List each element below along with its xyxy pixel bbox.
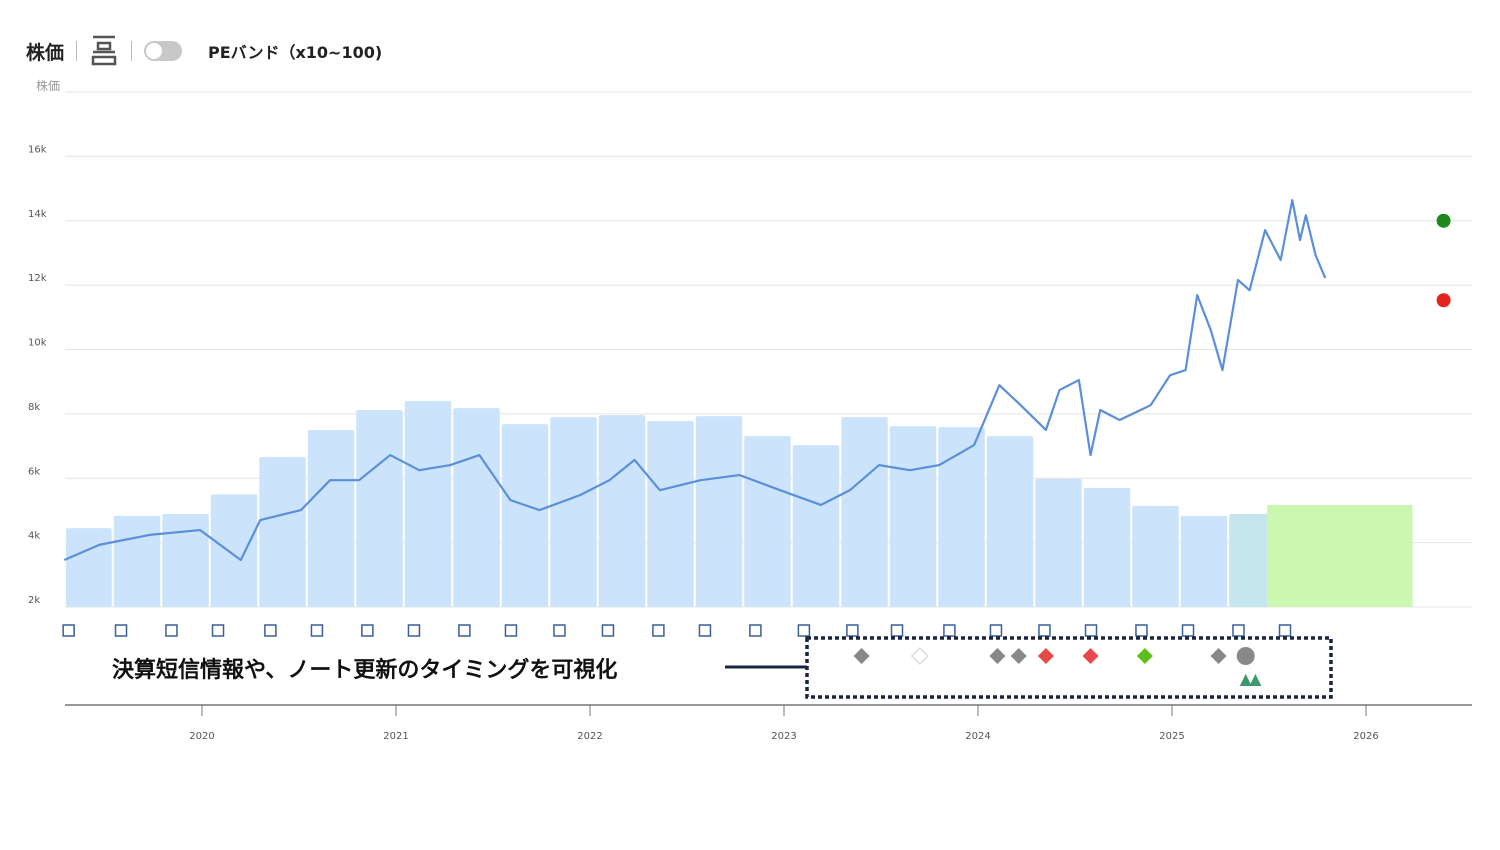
eps-bar — [1132, 505, 1179, 607]
report-marker — [1135, 624, 1148, 637]
forecast-bar — [1267, 504, 1413, 607]
report-marker — [310, 624, 324, 637]
eps-bar — [792, 445, 840, 607]
divider — [131, 41, 133, 61]
report-marker — [797, 624, 811, 637]
x-tick-label: 2024 — [965, 731, 990, 742]
event-diamond-marker — [853, 648, 870, 664]
report-marker — [114, 624, 128, 637]
event-diamond-marker — [1082, 648, 1099, 664]
chart-toolbar: 株価 PEバンド（x10~100) — [26, 34, 383, 68]
report-marker — [1084, 624, 1098, 637]
eps-bar — [113, 515, 161, 607]
event-triangle-marker — [1249, 674, 1262, 686]
divider — [76, 41, 78, 61]
event-diamond-marker — [910, 646, 929, 666]
event-circle-marker — [1236, 647, 1255, 665]
eps-bar — [550, 417, 597, 607]
report-marker — [264, 624, 277, 637]
report-marker — [601, 624, 615, 637]
eps-bar — [744, 436, 791, 607]
y-tick-label: 10k — [28, 338, 47, 349]
y-tick-label: 6k — [28, 466, 40, 477]
chart-title: 株価 — [26, 41, 65, 64]
x-tick-label: 2022 — [577, 731, 602, 742]
y-axis-label: 株価 — [36, 78, 60, 93]
target-price-dot — [1436, 213, 1451, 228]
eps-bar — [695, 416, 743, 607]
eps-bar — [66, 528, 112, 607]
eps-bar — [210, 494, 258, 607]
y-tick-label: 2k — [28, 595, 40, 606]
report-marker — [1232, 624, 1245, 637]
eps-bar — [647, 420, 694, 607]
eps-bar — [841, 417, 888, 607]
report-marker — [62, 624, 75, 637]
eps-bar — [501, 424, 549, 607]
layout-settings-icon[interactable] — [89, 34, 119, 68]
eps-bar — [1035, 478, 1082, 607]
report-marker — [1278, 624, 1292, 637]
report-marker — [652, 624, 665, 637]
eps-bar — [404, 401, 452, 607]
event-diamond-marker — [1210, 648, 1227, 664]
event-diamond-marker — [989, 648, 1006, 664]
x-tick-label: 2021 — [383, 731, 408, 742]
report-marker — [504, 624, 518, 637]
eps-bar — [356, 410, 403, 607]
annotation-text: 決算短信情報や、ノート更新のタイミングを可視化 — [112, 658, 618, 683]
price-line — [63, 199, 1327, 562]
report-marker — [458, 624, 471, 637]
x-tick-label: 2020 — [189, 731, 214, 742]
y-tick-label: 8k — [28, 402, 40, 413]
x-tick-label: 2026 — [1353, 731, 1378, 742]
report-marker — [890, 624, 904, 637]
report-marker — [1038, 624, 1051, 637]
report-marker — [1181, 624, 1195, 637]
eps-bar — [1229, 513, 1276, 607]
y-tick-label: 4k — [28, 531, 40, 542]
event-diamond-marker — [1010, 648, 1027, 664]
report-marker — [553, 624, 566, 637]
y-tick-label: 16k — [28, 144, 47, 155]
report-marker — [407, 624, 421, 637]
y-tick-label: 12k — [28, 273, 47, 284]
report-marker — [846, 624, 859, 637]
x-tick-label: 2025 — [1159, 731, 1184, 742]
eps-bar — [598, 415, 646, 607]
event-diamond-marker — [1136, 648, 1153, 664]
eps-bar — [986, 436, 1034, 607]
y-tick-label: 14k — [28, 209, 47, 220]
event-diamond-marker — [1037, 648, 1054, 664]
eps-bar — [162, 513, 209, 607]
report-marker — [361, 624, 374, 637]
report-marker — [211, 624, 225, 637]
report-marker — [165, 624, 178, 637]
eps-bar — [453, 408, 500, 607]
eps-bar — [259, 457, 306, 607]
x-tick-label: 2023 — [771, 731, 796, 742]
eps-bar — [1180, 515, 1228, 607]
eps-bar — [307, 429, 355, 607]
pe-band-label: PEバンド（x10~100) — [208, 43, 383, 62]
eps-bar — [1083, 487, 1131, 607]
report-marker — [943, 624, 956, 637]
event-triangle-marker — [1239, 674, 1252, 686]
report-marker — [989, 624, 1003, 637]
event-highlight-box — [805, 636, 1333, 699]
target-price-dot — [1436, 293, 1451, 308]
eps-bar — [938, 427, 985, 607]
pe-band-toggle[interactable] — [144, 41, 183, 61]
eps-bar — [889, 426, 937, 607]
report-marker — [698, 624, 712, 637]
report-marker — [749, 624, 762, 637]
